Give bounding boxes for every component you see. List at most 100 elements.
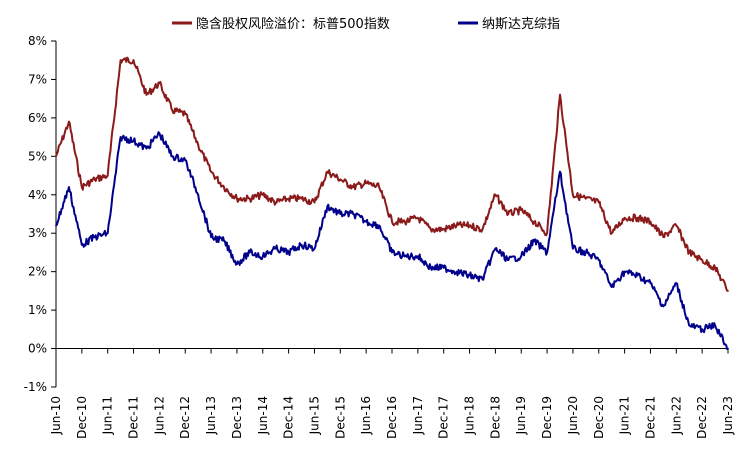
series-0-point bbox=[145, 93, 148, 96]
x-tick-label: Jun-11 bbox=[101, 396, 115, 435]
y-tick-label: 3% bbox=[28, 226, 47, 240]
series-0-point bbox=[132, 59, 135, 62]
y-tick-label: 2% bbox=[28, 265, 47, 279]
series-1-point bbox=[236, 263, 238, 265]
series-1-point bbox=[119, 136, 122, 139]
series-0-point bbox=[313, 201, 316, 204]
series-0-point bbox=[727, 290, 729, 292]
series-0-point bbox=[248, 197, 251, 200]
series-0-point bbox=[80, 186, 83, 189]
y-tick-label: 1% bbox=[28, 303, 47, 317]
series-0-point bbox=[378, 186, 380, 189]
series-1-point bbox=[352, 213, 355, 215]
series-1-point bbox=[197, 193, 200, 196]
legend-label-sp500: 隐含股权风险溢价：标普500指数 bbox=[196, 16, 390, 32]
series-0-point bbox=[662, 236, 665, 239]
series-1-point bbox=[55, 224, 57, 227]
series-1-point bbox=[714, 324, 716, 327]
series-1-point bbox=[546, 251, 548, 254]
y-tick-label: 5% bbox=[28, 149, 47, 163]
series-0-point bbox=[93, 178, 96, 181]
series-1-point bbox=[339, 213, 342, 215]
series-1-point bbox=[584, 251, 587, 254]
y-tick-label: 7% bbox=[28, 72, 47, 86]
series-1-point bbox=[313, 247, 316, 250]
x-tick-label: Dec-19 bbox=[540, 396, 554, 439]
series-line-1 bbox=[55, 131, 729, 350]
series-0-point bbox=[675, 224, 678, 227]
series-1-point bbox=[481, 278, 484, 281]
x-tick-label: Dec-17 bbox=[437, 396, 451, 439]
series-line-0 bbox=[55, 56, 729, 292]
x-tick-label: Jun-19 bbox=[514, 396, 528, 435]
series-0-point bbox=[481, 228, 484, 231]
series-1-point bbox=[378, 224, 380, 227]
series-1-point bbox=[636, 274, 639, 277]
x-tick-label: Jun-21 bbox=[618, 396, 632, 435]
series-0-point bbox=[287, 197, 290, 200]
series-0-point bbox=[339, 178, 342, 181]
series-0-point bbox=[391, 220, 393, 223]
y-tick-label: -1% bbox=[24, 380, 47, 394]
series-0-point bbox=[68, 120, 70, 123]
x-tick-label: Jun-14 bbox=[256, 396, 270, 435]
series-1-point bbox=[533, 240, 536, 242]
series-1-point bbox=[688, 324, 691, 327]
series-0-point bbox=[520, 209, 523, 212]
x-tick-label: Jun-20 bbox=[566, 396, 580, 435]
series-1-point bbox=[145, 147, 148, 150]
series-0-point bbox=[55, 155, 57, 158]
series-0-point bbox=[636, 216, 639, 219]
series-0-point bbox=[649, 220, 652, 223]
series-0-point bbox=[559, 93, 561, 96]
series-0-point bbox=[494, 193, 497, 196]
series-0-point bbox=[429, 228, 432, 231]
x-tick-label: Jun-12 bbox=[152, 396, 166, 435]
series-1-point bbox=[507, 259, 510, 261]
series-0-point bbox=[572, 193, 574, 196]
series-1-point bbox=[274, 247, 277, 250]
legend-label-nasdaq: 纳斯达克综指 bbox=[482, 17, 560, 32]
series-0-point bbox=[274, 201, 277, 204]
y-tick-label: 4% bbox=[28, 188, 47, 202]
series-0-point bbox=[416, 216, 419, 219]
x-tick-label: Dec-16 bbox=[385, 396, 399, 439]
axes: 8% 7% 6% 5% 4% 3% 2% 1% 0% -1%Jun-10 Dec-10 Jun-11 D… bbox=[24, 34, 735, 439]
series-1-point bbox=[520, 255, 523, 258]
y-tick-label: 6% bbox=[28, 111, 47, 125]
series-1-point bbox=[106, 232, 109, 235]
series-1-point bbox=[287, 251, 290, 254]
series-1-point bbox=[158, 132, 161, 135]
series-0-point bbox=[184, 113, 187, 115]
series-1-point bbox=[494, 247, 497, 250]
series-1-point bbox=[68, 186, 70, 189]
x-tick-label: Jun-15 bbox=[307, 396, 321, 435]
series-1-point bbox=[455, 270, 458, 273]
series-0-point bbox=[171, 109, 174, 112]
series-0-point bbox=[119, 59, 122, 62]
series-1-point bbox=[662, 305, 665, 308]
series-1-point bbox=[416, 255, 419, 258]
x-tick-label: Dec-22 bbox=[695, 396, 709, 439]
x-tick-label: Dec-10 bbox=[75, 396, 89, 439]
x-tick-label: Jun-10 bbox=[49, 396, 63, 435]
series-0-point bbox=[223, 186, 225, 189]
series-0-point bbox=[106, 174, 109, 177]
x-tick-label: Jun-17 bbox=[411, 396, 425, 435]
series-0-point bbox=[158, 82, 161, 85]
series-0-point bbox=[326, 170, 329, 173]
x-tick-label: Jun-13 bbox=[204, 396, 218, 435]
series-0-point bbox=[404, 220, 406, 223]
series-1-point bbox=[184, 159, 187, 162]
x-tick-label: Dec-12 bbox=[178, 396, 192, 439]
x-tick-label: Dec-14 bbox=[282, 396, 296, 439]
series-0-point bbox=[210, 170, 213, 173]
x-tick-label: Jun-18 bbox=[463, 396, 477, 435]
series-0-point bbox=[584, 197, 587, 200]
series-0-point bbox=[261, 193, 264, 196]
series-1-point bbox=[572, 247, 574, 250]
series-0-point bbox=[455, 224, 458, 227]
series-1-point bbox=[171, 155, 174, 158]
series-0-point bbox=[623, 216, 626, 219]
